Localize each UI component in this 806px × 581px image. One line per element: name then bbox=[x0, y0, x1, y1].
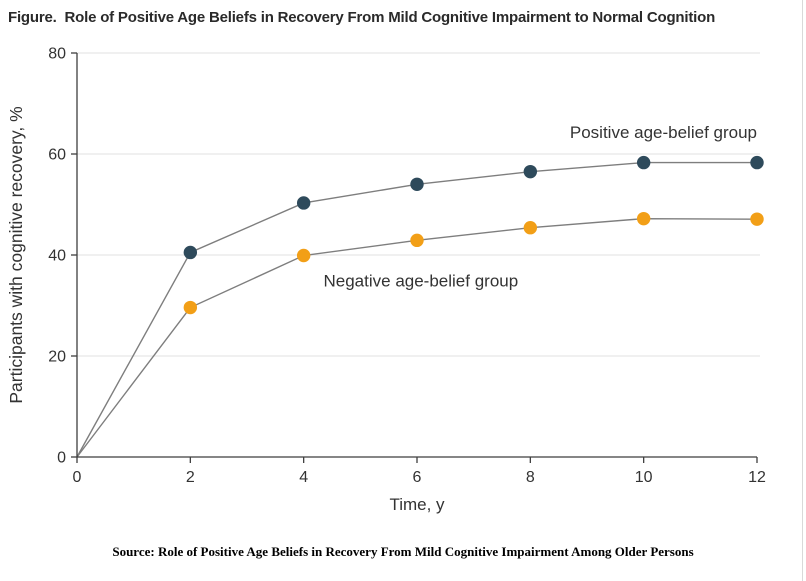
y-tick-label-40: 40 bbox=[48, 248, 66, 265]
data-point-series-1-x-6 bbox=[410, 233, 424, 248]
source-caption: Source: Role of Positive Age Beliefs in … bbox=[112, 544, 694, 559]
data-point-series-1-x-8 bbox=[523, 221, 538, 235]
series-label-1: Negative age-belief group bbox=[324, 271, 519, 290]
data-point-series-0-x-6 bbox=[410, 177, 424, 191]
data-point-series-1-x-2 bbox=[183, 300, 198, 315]
x-tick-label-2: 2 bbox=[186, 469, 195, 486]
data-point-series-1-x-4 bbox=[296, 248, 311, 263]
series-label-0: Positive age-belief group bbox=[570, 123, 757, 142]
data-point-series-0-x-2 bbox=[183, 245, 198, 260]
x-tick-label-4: 4 bbox=[299, 469, 308, 486]
y-tick-label-20: 20 bbox=[48, 349, 66, 366]
screenshot-right-border bbox=[802, 0, 803, 581]
y-tick-label-80: 80 bbox=[48, 46, 66, 63]
data-point-series-1-x-10 bbox=[636, 211, 651, 226]
x-axis-title: Time, y bbox=[389, 495, 445, 514]
series-line-0 bbox=[76, 161, 757, 458]
y-axis-title: Participants with cognitive recovery, % bbox=[6, 106, 26, 403]
data-point-series-0-x-8 bbox=[523, 164, 538, 179]
x-tick-label-12: 12 bbox=[748, 469, 766, 486]
y-tick-label-0: 0 bbox=[57, 450, 66, 467]
y-tick-label-60: 60 bbox=[48, 147, 66, 164]
x-tick-label-0: 0 bbox=[73, 469, 82, 486]
x-tick-label-6: 6 bbox=[413, 469, 422, 486]
series-line-1 bbox=[76, 217, 758, 458]
figure-title: Figure. Role of Positive Age Beliefs in … bbox=[8, 9, 716, 26]
data-point-series-0-x-10 bbox=[636, 155, 651, 170]
data-point-series-0-x-12 bbox=[750, 155, 764, 170]
x-tick-label-8: 8 bbox=[526, 469, 535, 486]
x-tick-label-10: 10 bbox=[635, 469, 653, 486]
data-point-series-0-x-4 bbox=[296, 196, 311, 210]
data-point-series-1-x-12 bbox=[750, 212, 764, 226]
